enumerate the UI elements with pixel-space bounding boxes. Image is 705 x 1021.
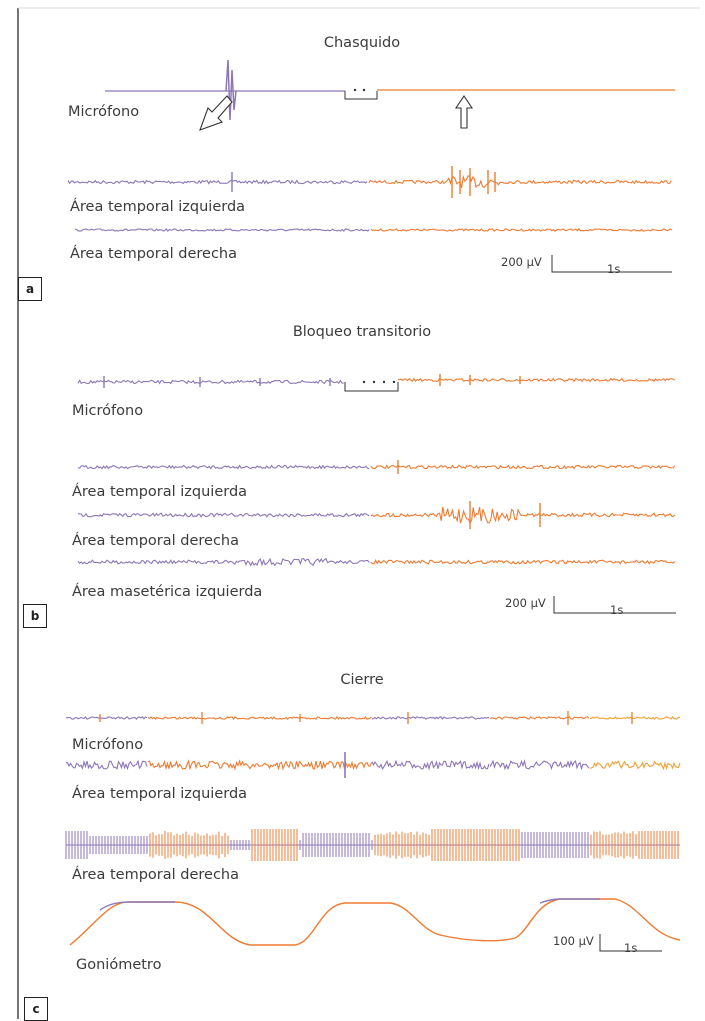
panel-c-trace-izq-section: [65, 759, 148, 771]
panel-a-trace-der: [74, 228, 673, 232]
panel-b-trace-2-label: Área temporal izquierda: [72, 484, 248, 500]
panel-b-trace-mas: [77, 557, 676, 567]
panel-b-gap-dot: [372, 380, 376, 384]
panel-a-trace-der-before: [74, 228, 370, 232]
panel-a-up-arrow-icon: [454, 95, 474, 129]
panel-c-scale-amplitude: 100 µV: [553, 934, 594, 948]
panel-b-trace-3-label: Área temporal derecha: [72, 533, 240, 549]
panel-a-mic-trace: [105, 59, 675, 121]
panel-c-scale-bar: [599, 934, 662, 952]
panel-a-gap-dot: [353, 88, 357, 92]
panel-b-mic-after-after: [397, 377, 676, 383]
panel-c-mic-trace-section: [489, 716, 590, 720]
panel-c-gonio-segment: [99, 901, 175, 911]
panel-b-trace-mas-after: [370, 559, 676, 565]
panel-b-trace-izq: [77, 460, 676, 474]
panel-b-trace-4-label: Área masetérica izquierda: [72, 584, 263, 600]
panel-c-trace-izq-section: [371, 759, 490, 771]
panel-b-scale-time: 1s: [610, 603, 624, 617]
panel-b-gap-dot: [382, 380, 386, 384]
panel-c-mic-trace-section: [589, 715, 681, 720]
panel-b-trace-mas-before: [77, 557, 370, 567]
panel-c-trace-izq-section: [147, 759, 373, 771]
panel-b-tag: b: [23, 604, 47, 628]
panel-a-click-arrow-icon: [199, 95, 233, 131]
panel-c-tag: c: [24, 997, 48, 1021]
panel-a-tag: a: [18, 277, 42, 301]
panel-b-mic-gap: [344, 382, 399, 392]
panel-b-mic-trace: [77, 376, 344, 388]
panel-a-scale-bar: [551, 255, 672, 273]
panel-c-scale-time: 1s: [624, 941, 638, 955]
panel-c-mic-trace: [65, 711, 681, 725]
panel-b-trace-1-label: Micrófono: [72, 403, 144, 419]
panel-b-mic-gap-group: [344, 382, 399, 392]
panel-a-trace-der-after: [370, 228, 673, 232]
panel-b-gap-dot: [362, 380, 366, 384]
panel-a-trace-3-label: Área temporal derecha: [70, 246, 238, 262]
panel-c-goniometer-trace: [69, 898, 681, 946]
panel-b-mic-after: [397, 374, 676, 386]
panel-a-mic-gap: [344, 91, 378, 100]
panel-c-trace-2-label: Área temporal izquierda: [72, 786, 248, 802]
panel-a-trace-izq: [67, 166, 672, 198]
panel-a-scale-time: 1s: [607, 262, 621, 276]
panel-c-trace-1-label: Micrófono: [72, 737, 144, 753]
panel-b-mic-trace-before: [77, 379, 344, 385]
signal-traces: [65, 59, 681, 946]
panel-c-trace-4-label: Goniómetro: [76, 957, 162, 973]
panel-c-mic-trace-section: [65, 716, 148, 721]
panel-c-trace-izq: [65, 752, 681, 778]
panel-b-trace-der-before: [77, 512, 370, 518]
panel-b-gap-dot: [392, 380, 396, 384]
panel-c-mic-trace-section: [147, 715, 372, 721]
panel-c-title: Cierre: [340, 672, 384, 688]
figure-frame: [17, 7, 700, 1019]
panel-a-trace-1-label: Micrófono: [68, 104, 140, 120]
panel-c-trace-3-label: Área temporal derecha: [72, 867, 240, 883]
panel-b-trace-izq-before: [77, 464, 370, 470]
panel-b-scale-amplitude: 200 µV: [505, 596, 546, 610]
panel-c-mic-trace-section: [371, 716, 489, 720]
panel-c-gonio-segment: [539, 898, 600, 904]
panel-a-mic-click-spike: [225, 59, 237, 121]
panel-b-title: Bloqueo transitorio: [292, 324, 432, 340]
markers: [199, 88, 676, 952]
panel-a-trace-izq-after: [368, 174, 672, 189]
panel-a-title: Chasquido: [323, 35, 401, 51]
panel-c-trace-der: [65, 829, 680, 861]
panel-a-scale-amplitude: 200 µV: [501, 255, 542, 269]
panel-c-trace-izq-section: [589, 760, 681, 771]
panel-a-trace-izq-before: [67, 179, 368, 185]
panel-b-trace-izq-after: [370, 464, 676, 470]
panel-b-trace-der-after: [370, 506, 676, 524]
panel-a-trace-2-label: Área temporal izquierda: [70, 199, 246, 215]
panel-b-scale-bar: [553, 596, 676, 614]
panel-c-trace-izq-section: [489, 758, 590, 771]
panel-a-gap-dot: [362, 88, 366, 92]
panel-b-trace-der: [77, 501, 676, 529]
